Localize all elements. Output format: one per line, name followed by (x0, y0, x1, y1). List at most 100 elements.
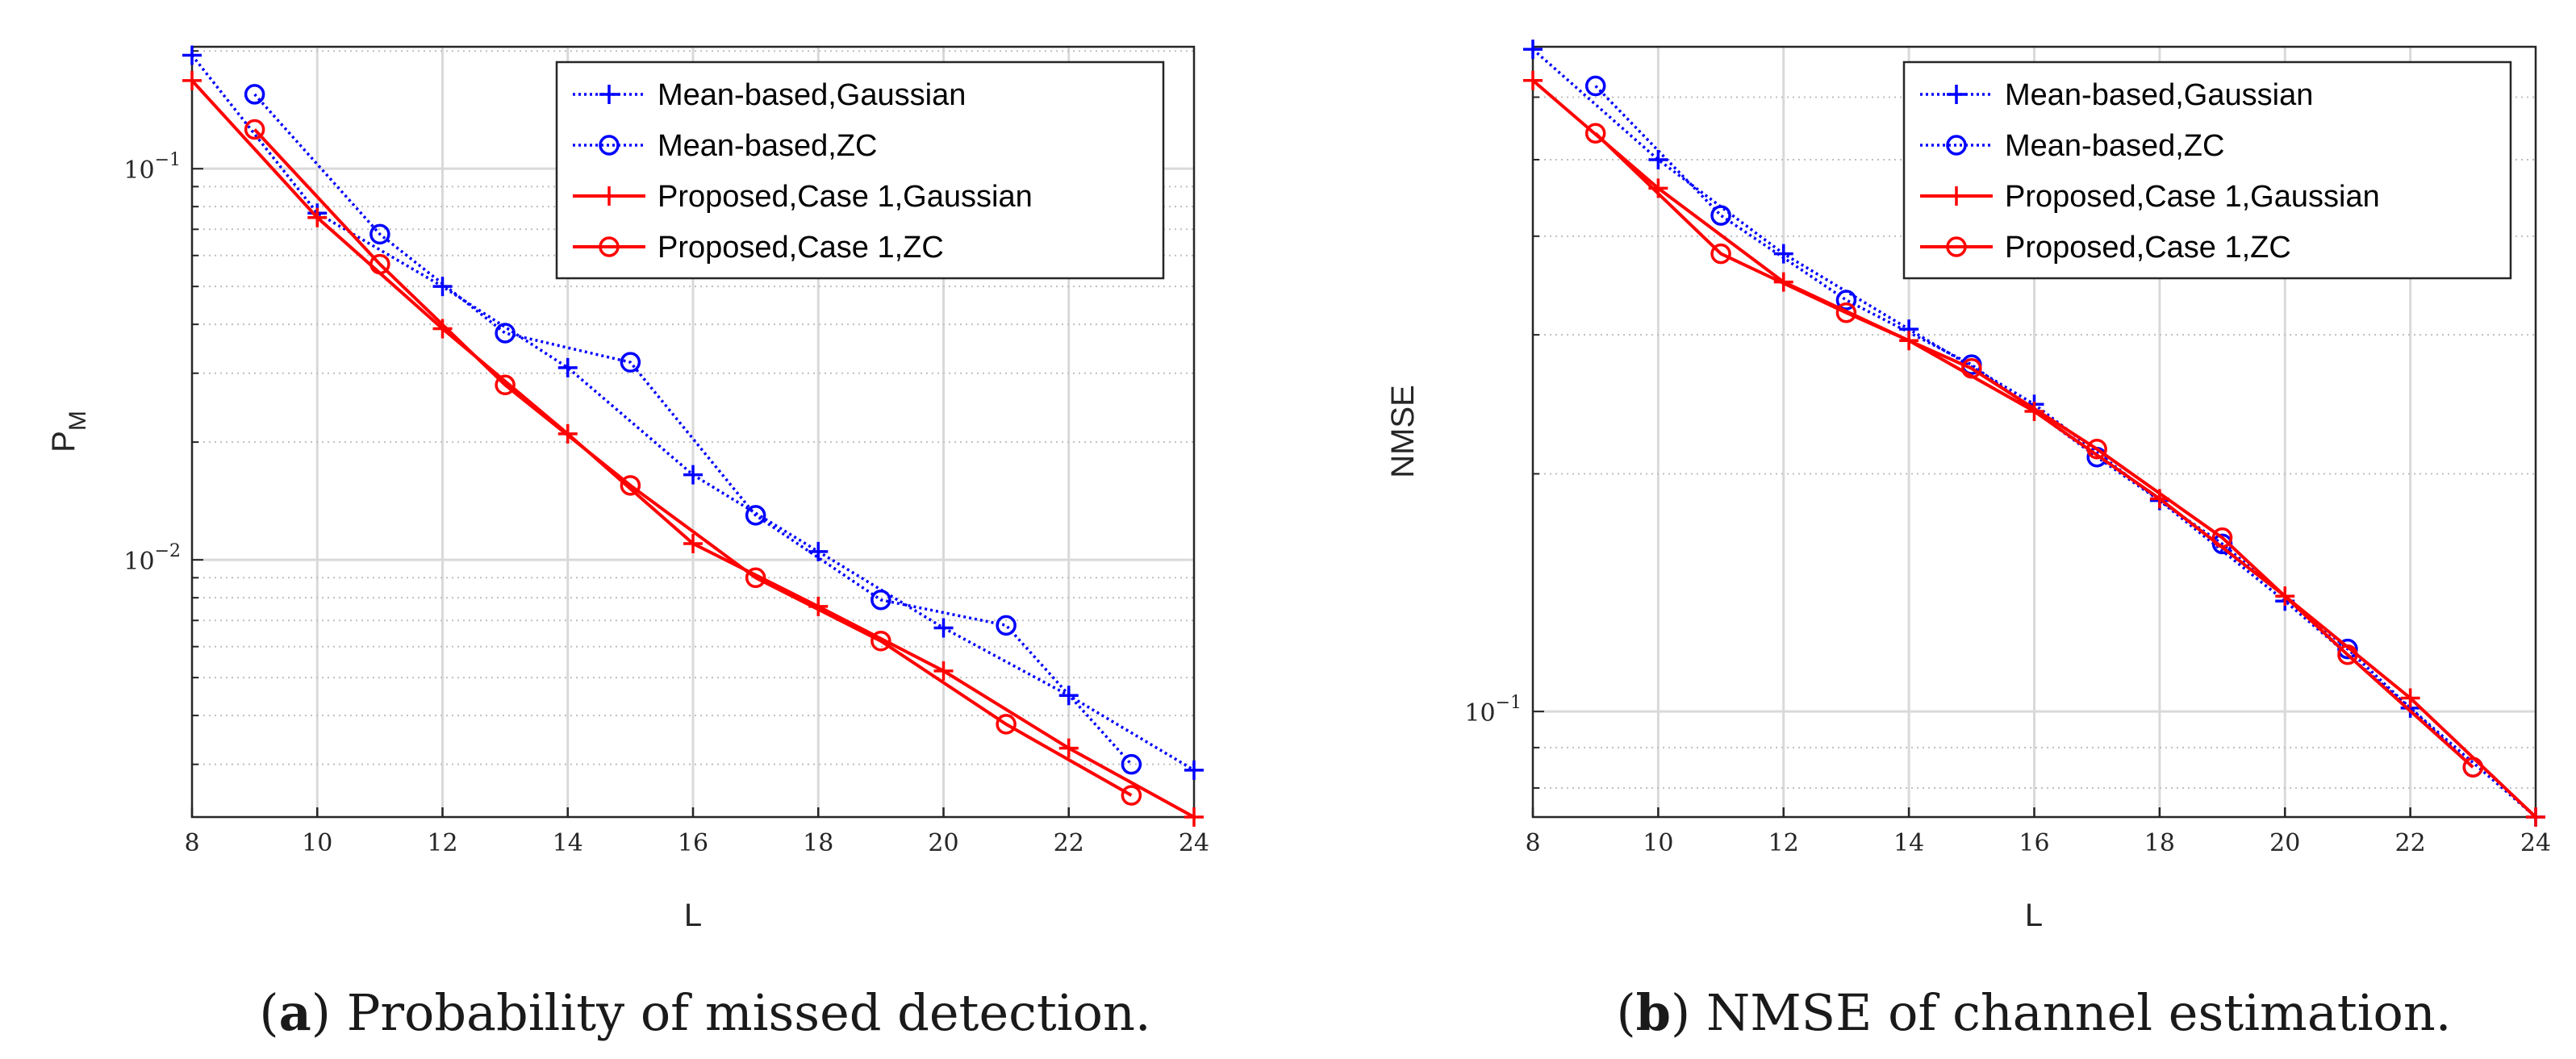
x-axis-label-b: L (2025, 898, 2043, 933)
series-b-4-marker-circle (2086, 438, 2107, 460)
y-axis-label-a: PM (46, 411, 91, 452)
series-b-1-marker-plus (1773, 244, 1793, 264)
legend-a-entry-4-marker-circle (599, 236, 620, 257)
x-tick-label: 12 (1768, 829, 1799, 857)
series-a-2-marker-circle (1121, 753, 1142, 775)
series-a-1-marker-plus (933, 618, 954, 638)
legend-a-entry-3: Proposed,Case 1,Gaussian (573, 180, 1033, 214)
legend-a-entry-2: Mean-based,ZC (573, 129, 877, 163)
series-a-3-marker-plus (182, 70, 202, 90)
series-a-2-marker-circle (745, 505, 766, 526)
y-tick-label-base: 10 (123, 548, 154, 576)
series-a-2-marker-circle (620, 352, 641, 373)
series-b-2-marker-circle (1835, 290, 1857, 311)
series-group-b (1523, 40, 2545, 827)
legend-a-entry-1: Mean-based,Gaussian (573, 78, 966, 112)
series-a-2-marker-circle (870, 590, 891, 611)
series-b-1-marker-plus (1648, 149, 1668, 169)
series-a-1-marker-plus (432, 277, 453, 297)
legend-a-entry-4-label: Proposed,Case 1,ZC (658, 231, 944, 265)
x-tick-label: 20 (928, 829, 958, 857)
series-a-4-marker-circle (369, 253, 390, 275)
series-b-4-marker-circle (2462, 757, 2484, 778)
x-tick-label: 24 (2520, 829, 2551, 857)
y-tick-label-exponent: −1 (1496, 693, 1522, 713)
series-a-4-marker-circle (1121, 785, 1142, 806)
y-axis-label-b: NMSE (1385, 385, 1421, 478)
y-tick-label: 10−1 (1464, 693, 1522, 728)
caption-a: (a) Probability of missed detection. (259, 983, 1150, 1042)
series-a-3-marker-plus (933, 661, 954, 681)
caption-a-letter: a (279, 983, 311, 1042)
series-a-2 (244, 84, 1142, 775)
legend-b-entry-1-label: Mean-based,Gaussian (2005, 78, 2313, 112)
legend-a-entry-2-marker-circle (599, 135, 620, 156)
legend-b: Mean-based,Gaussian Mean-based,ZC Proposed… (1902, 60, 2512, 280)
series-b-2-marker-circle (1584, 75, 1606, 97)
series-b-2-marker-circle (1710, 205, 1731, 226)
legend-a-entry-4: Proposed,Case 1,ZC (573, 231, 944, 265)
series-b-3-marker-plus (2526, 807, 2545, 827)
caption-b: (b) NMSE of channel estimation. (1616, 983, 2451, 1042)
x-tick-label: 18 (803, 829, 833, 857)
x-tick-label: 22 (1054, 829, 1084, 857)
series-a-2-marker-circle (996, 615, 1017, 636)
legend-a-entry-1-label: Mean-based,Gaussian (658, 78, 966, 112)
series-a-1-marker-plus (1184, 760, 1204, 780)
x-tick-label: 18 (2144, 829, 2175, 857)
series-a-2-marker-circle (495, 323, 516, 344)
y-tick-label-base: 10 (123, 156, 154, 185)
series-a-3-marker-plus (1184, 807, 1204, 827)
series-a-4-marker-circle (495, 374, 516, 396)
series-a-3-marker-plus (683, 534, 703, 554)
y-tick-label: 10−2 (123, 541, 181, 576)
y-tick-label-base: 10 (1464, 699, 1495, 728)
x-tick-label: 24 (1179, 829, 1209, 857)
legend-box-b (1902, 60, 2512, 280)
legend-b-entry-4-marker-circle (1946, 236, 1967, 257)
series-a-4-marker-circle (620, 475, 641, 496)
series-a-4-marker-circle (996, 714, 1017, 735)
y-tick-label-exponent: −2 (155, 541, 181, 561)
x-tick-label: 16 (678, 829, 708, 857)
legend-a-entry-3-label: Proposed,Case 1,Gaussian (658, 180, 1033, 214)
caption-b-letter: b (1636, 983, 1671, 1042)
legend-a-entry-3-marker-plus (599, 186, 619, 206)
legend-b-entry-4-label: Proposed,Case 1,ZC (2005, 231, 2291, 265)
series-a-3-marker-plus (307, 207, 328, 227)
legend-a-entry-1-marker-plus (599, 85, 619, 104)
series-b-4-marker-circle (2337, 644, 2358, 665)
y-axis-label-a-sub: M (65, 411, 91, 431)
series-a-1-marker-plus (557, 357, 578, 377)
x-tick-label: 8 (184, 829, 199, 857)
y-tick-label-exponent: −1 (155, 150, 181, 170)
legend-b-entry-3-marker-plus (1947, 186, 1966, 206)
x-tick-label: 14 (1893, 829, 1924, 857)
series-b-4-marker-circle (1710, 243, 1731, 265)
y-tick-label: 10−1 (123, 150, 181, 185)
series-a-2-marker-circle (369, 223, 390, 245)
series-a-4 (244, 119, 1142, 806)
series-b-1-marker-plus (1523, 40, 1543, 60)
x-tick-label: 14 (553, 829, 583, 857)
y-axis-label-a-main: P (46, 431, 81, 452)
series-b-4-marker-circle (1584, 123, 1606, 144)
series-b-2-marker-circle (2337, 638, 2358, 660)
series-a-3-marker-plus (1058, 738, 1079, 758)
legend-b-entry-3: Proposed,Case 1,Gaussian (1920, 180, 2380, 214)
legend-b-entry-1: Mean-based,Gaussian (1920, 78, 2313, 112)
x-tick-label: 22 (2395, 829, 2426, 857)
x-tick-label: 8 (1525, 829, 1540, 857)
x-tick-label: 10 (302, 829, 332, 857)
series-b-4-line (1594, 131, 2474, 769)
series-b-4-marker-circle (2211, 527, 2233, 548)
series-a-4-line (253, 128, 1133, 797)
legend-a-entry-2-label: Mean-based,ZC (658, 129, 877, 163)
series-a-3 (182, 70, 1204, 827)
x-tick-label: 12 (427, 829, 457, 857)
series-b-3-marker-plus (2400, 688, 2420, 708)
